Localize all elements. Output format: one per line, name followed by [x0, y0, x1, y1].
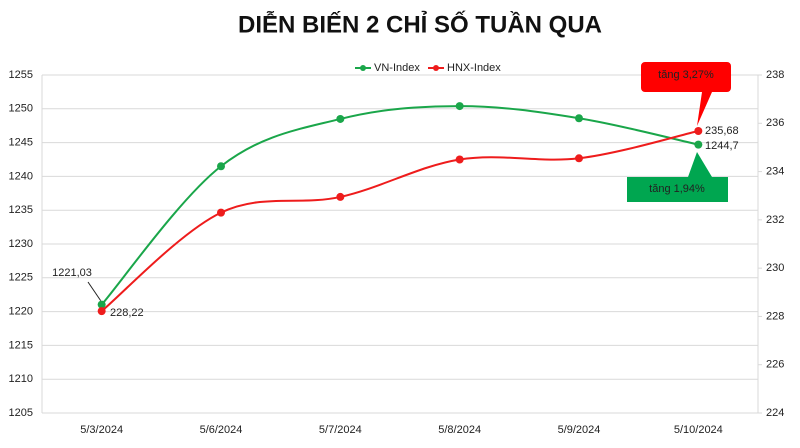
x-tick-label: 5/9/2024 [558, 424, 601, 436]
legend-label: HNX-Index [447, 62, 501, 74]
annotation: tăng 3,27% [658, 69, 714, 81]
data-point [97, 300, 106, 309]
x-tick-label: 5/3/2024 [80, 424, 123, 436]
y-tick-label: 1205 [9, 407, 33, 419]
y2-tick-label: 226 [766, 359, 784, 371]
data-point [217, 208, 225, 217]
data-point [575, 154, 583, 163]
label-leader [87, 281, 102, 301]
x-tick-label: 5/7/2024 [319, 424, 362, 436]
x-tick-label: 5/10/2024 [674, 424, 723, 436]
y-tick-label: 1230 [9, 238, 33, 250]
y-tick-label: 1240 [9, 170, 33, 182]
y2-tick-label: 234 [766, 165, 784, 177]
data-point [694, 127, 703, 136]
y-tick-label: 1250 [9, 103, 33, 115]
y-tick-label: 1225 [9, 272, 33, 284]
y-tick-label: 1210 [9, 373, 33, 385]
chart-title: DIỄN BIẾN 2 CHỈ SỐ TUẦN QUA [238, 9, 602, 38]
y2-tick-label: 236 [766, 117, 784, 129]
y2-tick-label: 238 [766, 69, 784, 81]
data-point [97, 307, 106, 316]
series-line [101, 130, 699, 312]
data-point [575, 114, 583, 123]
value-label: 235,68 [705, 125, 739, 137]
x-tick-label: 5/6/2024 [200, 424, 243, 436]
y-tick-label: 1245 [9, 137, 33, 149]
legend-label: VN-Index [374, 62, 420, 74]
y2-tick-label: 230 [766, 262, 784, 274]
value-label: 228,22 [110, 307, 144, 319]
y2-tick-label: 228 [766, 310, 784, 322]
y2-tick-label: 232 [766, 214, 784, 226]
data-point [336, 114, 345, 123]
data-point [455, 155, 464, 164]
y-tick-label: 1235 [9, 204, 33, 216]
y-tick-label: 1220 [9, 306, 33, 318]
legend-marker [360, 65, 366, 71]
callout [641, 62, 731, 126]
annotation: tăng 1,94% [649, 183, 705, 195]
callout [627, 152, 728, 202]
y2-tick-label: 224 [766, 407, 784, 419]
legend-marker [433, 65, 439, 71]
data-point [217, 162, 225, 171]
y-tick-label: 1255 [9, 69, 33, 81]
x-tick-label: 5/8/2024 [438, 424, 481, 436]
y-tick-label: 1215 [9, 339, 33, 351]
data-point [336, 192, 345, 201]
data-point [455, 102, 464, 111]
data-point [694, 140, 703, 149]
series-line [100, 105, 699, 306]
value-label: 1244,7 [705, 140, 739, 152]
value-label: 1221,03 [52, 267, 92, 279]
